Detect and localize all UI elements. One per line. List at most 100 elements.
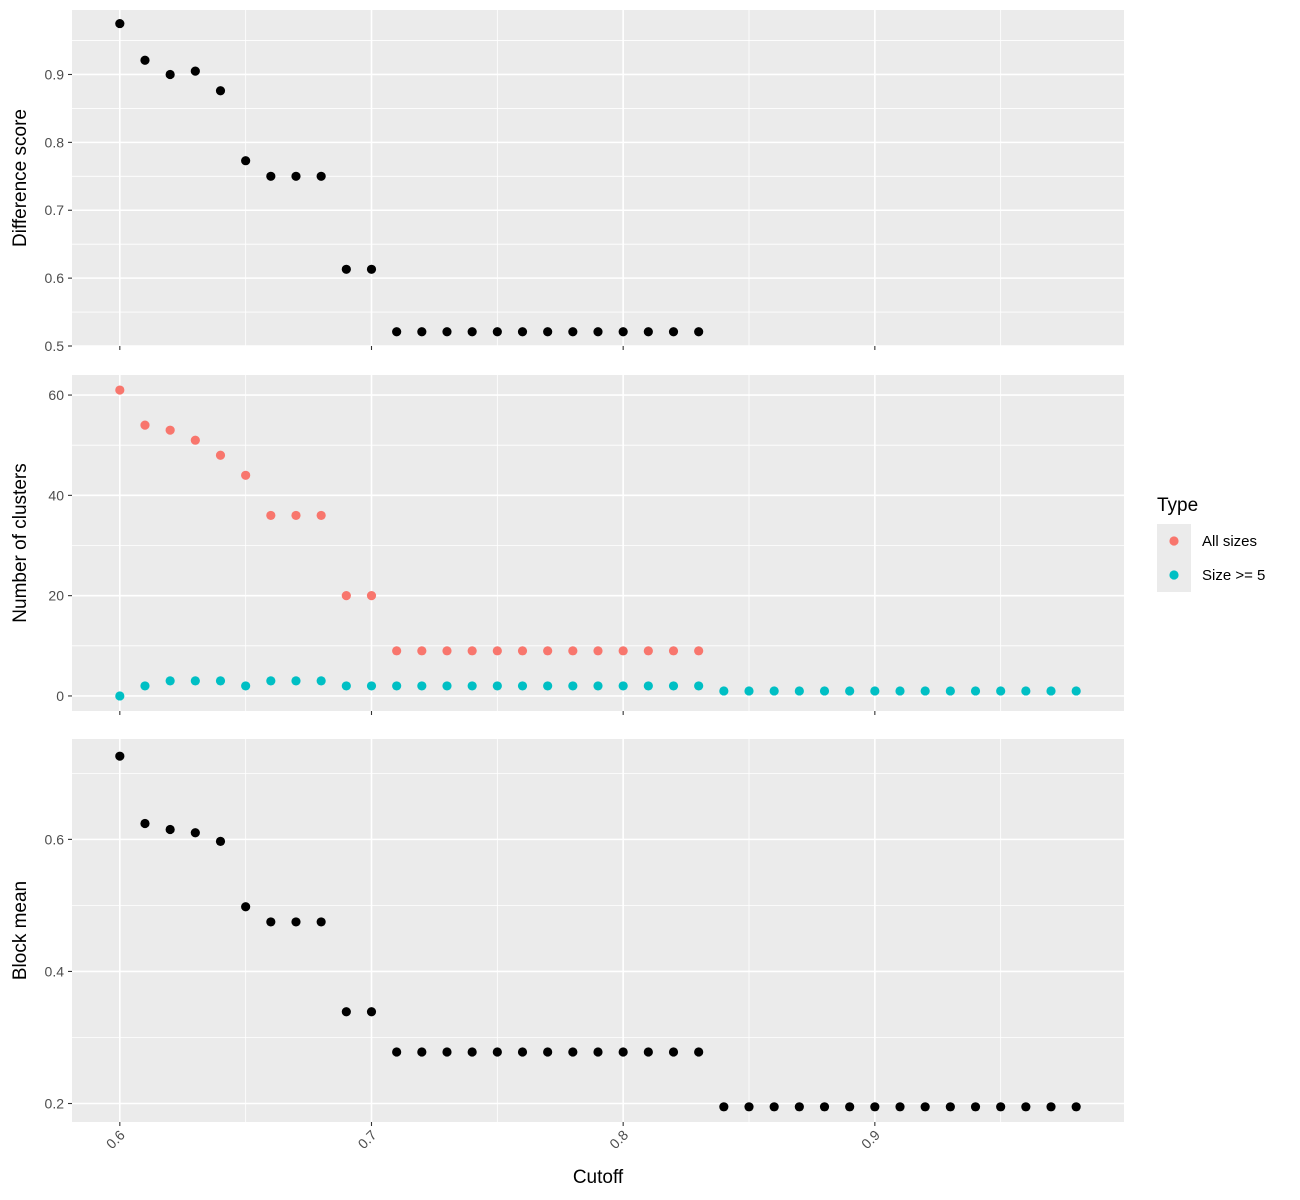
data-point (366, 264, 377, 274)
data-point (115, 18, 125, 29)
data-point (593, 681, 603, 691)
data-point (115, 691, 125, 701)
data-point (694, 1047, 704, 1057)
data-point (920, 1102, 930, 1112)
y-tick-label: 40 (48, 487, 64, 503)
data-point (517, 681, 528, 691)
data-point (492, 681, 502, 691)
data-point (241, 681, 251, 691)
legend-title: Type (1157, 495, 1198, 516)
data-point (392, 681, 402, 691)
data-point (442, 646, 452, 656)
data-point (266, 917, 276, 927)
data-point (1071, 1102, 1081, 1112)
data-point (115, 385, 125, 395)
panels: 0.5 0.6 0.7 0.8 0.9 Difference score 0 20 40 60 Nu… (10, 10, 1124, 1126)
data-point (266, 676, 276, 686)
data-point (316, 171, 326, 181)
x-tick-label: 0.6 (103, 1127, 128, 1152)
data-point (543, 646, 553, 656)
data-point (744, 1102, 754, 1112)
data-point (668, 1047, 679, 1057)
y-tick-label: 0.7 (45, 202, 65, 218)
data-point (366, 681, 377, 691)
data-point (417, 327, 427, 337)
data-point (945, 686, 955, 696)
data-point (417, 646, 427, 656)
data-point (543, 1047, 553, 1057)
data-point (618, 1047, 628, 1057)
data-point (316, 917, 326, 927)
data-point (568, 1047, 578, 1057)
data-point (190, 66, 200, 76)
data-point (140, 681, 150, 691)
data-point (215, 450, 226, 460)
data-point (291, 510, 301, 521)
data-point (215, 836, 226, 846)
data-point (417, 681, 427, 691)
y-axis-title: Number of clusters (10, 463, 31, 622)
data-point (392, 1047, 402, 1057)
data-point (1021, 1102, 1031, 1112)
y-tick-label: 0.5 (45, 338, 65, 354)
y-tick-label: 0.6 (45, 270, 65, 286)
legend-entry: Size >= 5 (1157, 558, 1265, 592)
data-point (467, 327, 477, 337)
data-point (568, 327, 578, 337)
panel-background (72, 739, 1124, 1122)
data-point (492, 327, 502, 337)
data-point (316, 676, 326, 686)
data-point (215, 86, 226, 96)
data-point (1046, 686, 1056, 696)
panel-background (72, 375, 1124, 711)
data-point (392, 646, 402, 656)
legend-key-marker (1169, 536, 1179, 546)
panel-block: 0.2 0.4 0.6 Block mean (10, 739, 1124, 1126)
data-point (316, 510, 326, 521)
data-point (668, 327, 679, 337)
series (115, 18, 704, 337)
panel-background (72, 10, 1124, 346)
y-tick-label: 0.8 (45, 134, 65, 150)
data-point (769, 686, 779, 696)
legend: Type All sizes Size >= 5 (1157, 495, 1265, 592)
data-point (291, 917, 301, 927)
data-point (870, 686, 880, 696)
data-point (140, 55, 150, 65)
data-point (341, 1007, 351, 1017)
data-point (794, 686, 804, 696)
data-point (643, 1047, 653, 1057)
data-point (794, 1102, 804, 1112)
data-point (1021, 686, 1031, 696)
data-point (1071, 686, 1081, 696)
data-point (165, 824, 175, 835)
data-point (543, 681, 553, 691)
legend-key-marker (1169, 570, 1179, 580)
data-point (945, 1102, 955, 1112)
data-point (165, 676, 175, 686)
data-point (517, 646, 528, 656)
data-point (190, 676, 200, 686)
data-point (492, 1047, 502, 1057)
data-point (593, 646, 603, 656)
series (115, 676, 1081, 701)
data-point (341, 591, 351, 601)
data-point (241, 156, 251, 166)
data-point (467, 681, 477, 691)
legend-entries: All sizes Size >= 5 (1157, 524, 1265, 592)
data-point (517, 1047, 528, 1057)
data-point (341, 264, 351, 274)
data-point (694, 646, 704, 656)
legend-label: All sizes (1202, 533, 1257, 550)
data-point (291, 676, 301, 686)
data-point (719, 1102, 729, 1112)
data-point (366, 1007, 377, 1017)
data-point (845, 1102, 855, 1112)
data-point (115, 751, 125, 761)
data-point (643, 681, 653, 691)
data-point (190, 828, 200, 838)
data-point (266, 510, 276, 521)
legend-entry: All sizes (1157, 524, 1257, 558)
data-point (517, 327, 528, 337)
